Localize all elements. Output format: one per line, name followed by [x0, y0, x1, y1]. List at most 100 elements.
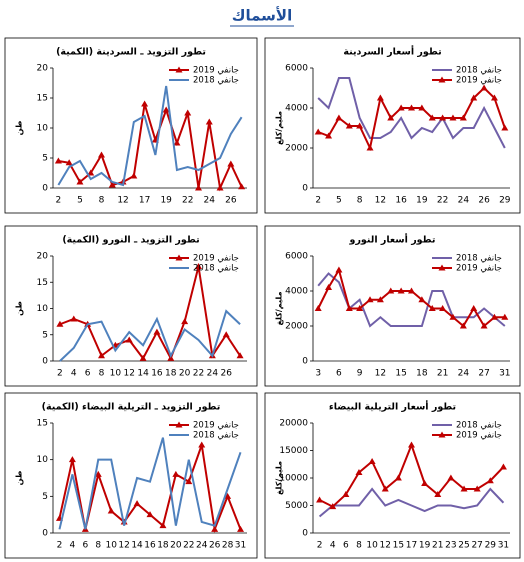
x-tick-label: 29 — [499, 196, 511, 206]
x-tick-label: 12 — [380, 541, 391, 551]
series-line — [317, 77, 506, 149]
y-tick-label: 0 — [42, 357, 48, 367]
point-marker — [94, 470, 102, 477]
point-marker — [222, 331, 230, 338]
point-marker — [490, 94, 498, 101]
x-tick-label: 23 — [445, 541, 456, 551]
x-tick-label: 17 — [406, 541, 417, 551]
x-tick-label: 24 — [204, 196, 216, 206]
legend-marker — [175, 421, 183, 428]
x-tick-label: 5 — [336, 196, 342, 206]
point-marker — [439, 305, 447, 311]
point-marker — [486, 477, 494, 484]
point-marker — [76, 178, 84, 185]
x-tick-label: 24 — [458, 196, 470, 206]
point-marker — [185, 478, 193, 485]
point-marker — [70, 315, 78, 322]
y-tick-label: 10000 — [279, 474, 308, 484]
legend-label: جانفي 2018 — [456, 66, 502, 76]
x-tick-label: 31 — [499, 369, 510, 379]
x-tick-label: 18 — [165, 369, 177, 379]
point-marker — [381, 485, 389, 492]
legend-marker — [175, 66, 183, 73]
y-tick-label: 15 — [37, 94, 48, 104]
x-tick-label: 12 — [123, 369, 134, 379]
y-tick-label: 0 — [42, 184, 48, 194]
x-tick-label: 22 — [183, 541, 194, 551]
x-tick-label: 10 — [366, 541, 378, 551]
x-tick-label: 16 — [395, 196, 407, 206]
point-marker — [195, 184, 202, 191]
y-tick-label: 15 — [37, 278, 48, 288]
point-marker — [205, 118, 213, 125]
point-marker — [473, 485, 481, 492]
point-marker — [335, 266, 343, 273]
x-tick-label: 2 — [315, 196, 321, 206]
point-marker — [238, 183, 246, 190]
x-tick-label: 2 — [56, 196, 62, 206]
point-marker — [141, 100, 149, 107]
legend-label: جانفي 2019 — [456, 76, 502, 86]
x-tick-label: 17 — [139, 196, 150, 206]
point-marker — [408, 287, 415, 294]
x-tick-label: 12 — [118, 541, 129, 551]
point-marker — [428, 114, 436, 121]
y-tick-label: 20 — [37, 64, 49, 74]
x-tick-label: 26 — [220, 369, 232, 379]
legend-label: جانفي 2019 — [456, 264, 502, 274]
x-tick-label: 22 — [193, 369, 204, 379]
y-tick-label: 0 — [302, 357, 308, 367]
chart-title: تطور أسعار التريلية البيضاء — [329, 400, 456, 413]
x-tick-label: 4 — [70, 541, 76, 551]
x-tick-label: 29 — [485, 541, 497, 551]
point-marker — [418, 104, 426, 111]
point-marker — [335, 114, 343, 121]
x-tick-label: 12 — [375, 196, 386, 206]
x-tick-label: 2 — [57, 541, 63, 551]
legend-label: جانفي 2019 — [456, 431, 502, 441]
x-tick-label: 8 — [99, 369, 105, 379]
x-tick-label: 9 — [357, 369, 363, 379]
x-tick-label: 10 — [105, 541, 117, 551]
point-marker — [356, 122, 364, 129]
point-marker — [146, 511, 154, 518]
point-marker — [153, 328, 161, 335]
x-tick-label: 21 — [437, 369, 448, 379]
point-marker — [325, 132, 333, 139]
point-marker — [376, 94, 384, 101]
x-tick-label: 6 — [343, 541, 349, 551]
series-line — [58, 437, 242, 530]
point-marker — [133, 500, 141, 507]
x-tick-label: 8 — [95, 541, 101, 551]
legend-marker — [438, 264, 446, 271]
x-tick-label: 20 — [170, 541, 182, 551]
point-marker — [65, 159, 73, 166]
point-marker — [449, 313, 457, 320]
point-marker — [125, 336, 133, 343]
point-marker — [325, 284, 333, 290]
y-tick-label: 0 — [302, 529, 308, 539]
point-marker — [130, 172, 138, 179]
point-marker — [470, 94, 478, 101]
x-tick-label: 14 — [137, 369, 149, 379]
x-tick-label: 25 — [458, 541, 469, 551]
point-marker — [329, 503, 337, 510]
panel — [264, 392, 521, 559]
point-marker — [439, 114, 447, 121]
series-line — [318, 487, 505, 518]
point-marker — [459, 114, 467, 121]
legend-label: جانفي 2019 — [193, 254, 239, 264]
point-marker — [490, 313, 498, 320]
y-tick-label: 6000 — [285, 252, 308, 262]
point-marker — [184, 109, 192, 116]
x-tick-label: 24 — [196, 541, 208, 551]
x-tick-label: 27 — [471, 541, 482, 551]
series-line — [59, 266, 241, 361]
point-marker — [216, 184, 224, 191]
x-tick-label: 6 — [82, 541, 88, 551]
x-tick-label: 12 — [375, 369, 386, 379]
point-marker — [237, 525, 245, 532]
point-marker — [224, 492, 232, 499]
point-marker — [162, 106, 170, 113]
y-tick-label: 6000 — [285, 64, 308, 74]
